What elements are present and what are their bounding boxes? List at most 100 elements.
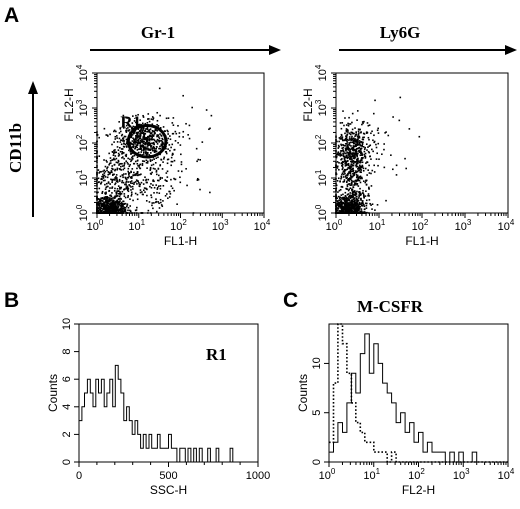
event-dot [344, 117, 346, 119]
event-dot [107, 173, 110, 176]
event-dot [116, 203, 119, 205]
event-dot [127, 187, 130, 190]
event-dot [338, 168, 340, 171]
event-dot [120, 162, 122, 165]
event-dot [350, 179, 353, 182]
event-dot [353, 171, 356, 174]
event-dot [110, 194, 112, 197]
event-dot [358, 161, 361, 164]
event-dot [353, 197, 356, 200]
event-dot [173, 148, 176, 151]
event-dot [130, 135, 133, 138]
event-dot [358, 191, 361, 193]
event-dot [152, 145, 155, 148]
event-dot [347, 167, 350, 169]
event-dot [338, 189, 341, 192]
event-dot [197, 158, 200, 161]
event-dot [109, 197, 111, 200]
event-dot [134, 121, 137, 124]
event-dot [130, 159, 133, 161]
event-dot [365, 143, 368, 145]
event-dot [360, 169, 363, 171]
event-dot [130, 191, 133, 194]
event-dot [155, 147, 157, 150]
event-dot [354, 183, 356, 186]
event-dot [358, 135, 361, 138]
event-dot [122, 114, 125, 117]
event-dot [147, 142, 150, 144]
event-dot [149, 131, 151, 133]
event-dot [159, 187, 162, 190]
event-dot [350, 181, 353, 184]
event-dot [144, 122, 147, 125]
event-dot [114, 149, 116, 151]
event-dot [337, 152, 339, 154]
event-dot [359, 177, 362, 180]
event-dot [104, 183, 106, 186]
event-dot [114, 202, 116, 205]
event-dot [360, 171, 362, 174]
event-dot [118, 164, 120, 166]
event-dot [143, 135, 146, 138]
event-dot [125, 145, 128, 147]
event-dot [111, 187, 113, 189]
event-dot [103, 198, 105, 201]
event-dot [112, 168, 114, 171]
event-dot [106, 176, 109, 179]
event-dot [108, 163, 110, 166]
event-dot [118, 180, 121, 182]
event-dot [161, 137, 163, 140]
event-dot [170, 160, 173, 163]
event-dot [160, 139, 163, 142]
event-dot [192, 212, 195, 214]
event-dot [338, 145, 340, 148]
event-dot [111, 210, 114, 212]
event-dot [138, 185, 141, 188]
x-tick-label: 100 [326, 218, 343, 233]
event-dot [126, 212, 129, 214]
event-dot [169, 149, 171, 152]
event-dot [364, 167, 367, 170]
event-dot [352, 162, 355, 165]
event-dot [346, 134, 348, 136]
event-dot [171, 152, 174, 155]
event-dot [111, 209, 114, 212]
event-dot [142, 137, 144, 139]
event-dot [196, 160, 198, 163]
event-dot [111, 159, 113, 161]
event-dot [127, 181, 129, 183]
event-dot [347, 149, 350, 151]
event-dot [353, 184, 355, 186]
event-dot [335, 184, 338, 187]
event-dot [350, 170, 352, 173]
event-dot [119, 186, 121, 189]
event-dot [351, 161, 353, 164]
event-dot [171, 154, 174, 156]
event-dot [362, 180, 365, 183]
event-dot [148, 137, 150, 139]
event-dot [188, 137, 191, 140]
event-dot [126, 205, 128, 208]
event-dot [96, 143, 98, 146]
event-dot [99, 200, 102, 203]
event-dot [348, 136, 351, 138]
event-dot [114, 179, 116, 181]
event-dot [354, 154, 357, 156]
event-dot [139, 189, 142, 191]
event-dot [113, 190, 116, 192]
event-dot [362, 138, 365, 141]
event-dot [347, 197, 349, 200]
event-dot [352, 142, 355, 145]
event-dot [367, 150, 370, 153]
event-dot [143, 133, 145, 136]
event-dot [109, 162, 112, 164]
event-dot [96, 178, 98, 181]
event-dot [346, 168, 349, 171]
event-dot [144, 147, 146, 150]
event-dot [149, 159, 152, 161]
event-dot [155, 173, 158, 176]
event-dot [118, 203, 121, 205]
event-dot [103, 169, 106, 172]
event-dot [102, 208, 104, 210]
event-dot [354, 212, 357, 214]
